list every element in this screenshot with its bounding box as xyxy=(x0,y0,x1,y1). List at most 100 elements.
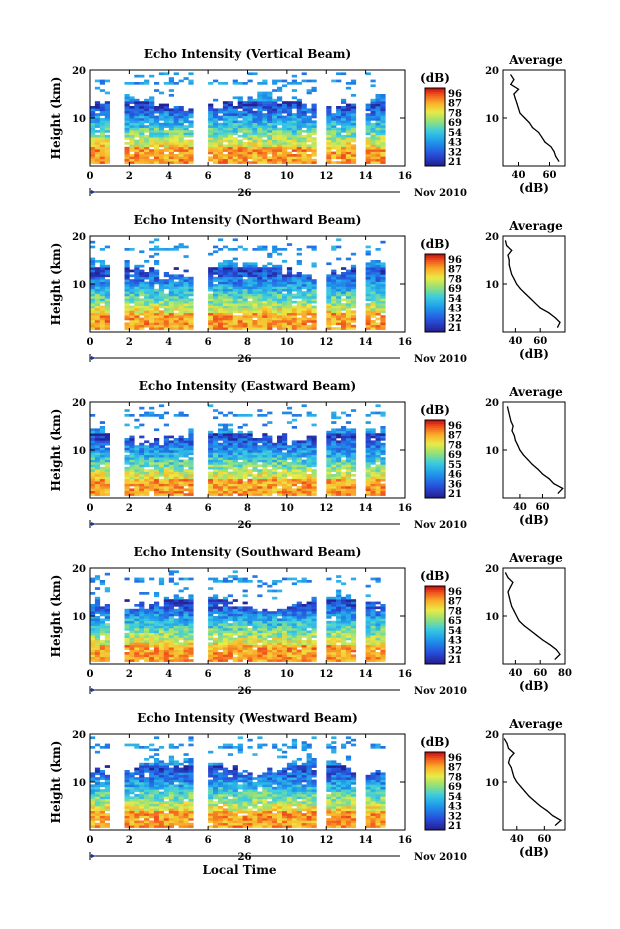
heatmap-cell xyxy=(370,293,376,297)
heatmap-cell xyxy=(227,608,233,612)
heatmap-cell xyxy=(291,493,297,496)
heatmap-cell xyxy=(306,459,312,463)
heatmap-cell xyxy=(183,149,189,152)
heatmap-cell xyxy=(311,146,317,150)
heatmap-cell xyxy=(296,322,302,326)
heatmap-cell xyxy=(296,82,302,85)
heatmap-cell xyxy=(262,106,268,109)
heatmap-cell xyxy=(257,303,263,306)
heatmap-cell xyxy=(154,440,160,444)
heatmap-cell xyxy=(296,284,302,287)
heatmap-cell xyxy=(178,616,184,619)
heatmap-cell xyxy=(291,161,297,164)
heatmap-cell xyxy=(286,108,293,112)
heatmap-cell xyxy=(99,312,105,316)
heatmap-cell xyxy=(139,115,145,119)
heatmap-cell xyxy=(277,327,283,330)
heatmap-cell xyxy=(336,286,342,290)
heatmap-cell xyxy=(350,483,357,487)
heatmap-cell xyxy=(129,300,135,304)
heatmap-cell xyxy=(242,577,248,581)
heatmap-cell xyxy=(267,149,273,152)
heatmap-cell xyxy=(173,291,179,294)
heatmap-cell xyxy=(345,139,352,143)
heatmap-cell xyxy=(291,276,297,280)
heatmap-cell xyxy=(218,144,224,148)
heatmap-cell xyxy=(163,300,169,304)
heatmap-cell xyxy=(336,445,342,448)
heatmap-cell xyxy=(232,642,238,646)
heatmap-cell xyxy=(94,606,101,610)
heatmap-cell xyxy=(104,146,110,150)
heatmap-cell xyxy=(154,414,160,417)
heatmap-cell xyxy=(311,312,317,316)
heatmap-cell xyxy=(149,96,155,100)
heatmap-cell xyxy=(282,324,288,328)
heatmap-cell xyxy=(262,130,268,133)
heatmap-cell xyxy=(257,276,263,280)
heatmap-cell xyxy=(326,454,332,458)
heatmap-cell xyxy=(301,276,307,280)
heatmap-cell xyxy=(168,120,174,124)
heatmap-cell xyxy=(94,630,101,634)
heatmap-cell xyxy=(326,149,332,152)
heatmap-cell xyxy=(149,293,155,297)
heatmap-cell xyxy=(168,640,174,643)
x-tick-label: 4 xyxy=(165,171,172,182)
heatmap-cell xyxy=(178,158,184,162)
heatmap-cell xyxy=(183,604,189,607)
heatmap-cell xyxy=(158,303,165,306)
heatmap-cell xyxy=(345,324,352,328)
heatmap-cell xyxy=(247,161,253,164)
heatmap-cell xyxy=(208,476,214,480)
heatmap-cell xyxy=(282,103,288,107)
heatmap-cell xyxy=(129,324,135,328)
heatmap-cell xyxy=(277,488,283,492)
heatmap-cell xyxy=(252,137,258,140)
heatmap-cell xyxy=(144,635,150,638)
heatmap-cell xyxy=(282,132,288,136)
heatmap-cell xyxy=(163,146,169,150)
heatmap-cell xyxy=(104,127,110,131)
profile-point xyxy=(511,273,513,275)
heatmap-cell xyxy=(90,130,96,133)
heatmap-cell xyxy=(232,284,238,287)
heatmap-cell xyxy=(227,113,233,116)
heatmap-cell xyxy=(208,120,214,124)
heatmap-cell xyxy=(341,149,347,152)
heatmap-cell xyxy=(336,120,342,124)
heatmap-cell xyxy=(370,445,376,448)
heatmap-cell xyxy=(262,300,268,304)
heatmap-cell xyxy=(350,466,357,470)
colorbar-unit: (dB) xyxy=(420,71,450,85)
heatmap-cell xyxy=(232,286,238,290)
heatmap-cell xyxy=(213,300,219,304)
heatmap-cell xyxy=(90,272,96,275)
heatmap-cell xyxy=(104,122,110,126)
heatmap-cell xyxy=(375,474,381,477)
heatmap-cell xyxy=(213,267,219,270)
heatmap-cell xyxy=(331,476,337,480)
heatmap-cell xyxy=(99,269,105,273)
heatmap-cell xyxy=(144,452,150,456)
heatmap-cell xyxy=(291,158,297,162)
heatmap-cell xyxy=(291,137,297,140)
heatmap-cell xyxy=(341,493,347,496)
heatmap-cell xyxy=(252,262,258,266)
heatmap-cell xyxy=(232,644,238,648)
heatmap-cell xyxy=(134,659,140,662)
heatmap-cell xyxy=(208,130,214,133)
heatmap-cell xyxy=(218,630,224,634)
heatmap-cell xyxy=(168,570,174,574)
heatmap-cell xyxy=(301,113,307,116)
heatmap-cell xyxy=(208,611,214,614)
heatmap-cell xyxy=(341,327,347,330)
colorbar-label: 46 xyxy=(448,470,462,481)
heatmap-cell xyxy=(227,120,233,124)
heatmap-cell xyxy=(380,445,386,448)
heatmap-cell xyxy=(296,312,302,316)
heatmap-cell xyxy=(90,625,96,629)
heatmap-cell xyxy=(144,315,150,318)
heatmap-cell xyxy=(311,488,317,492)
heatmap-cell xyxy=(218,315,224,318)
